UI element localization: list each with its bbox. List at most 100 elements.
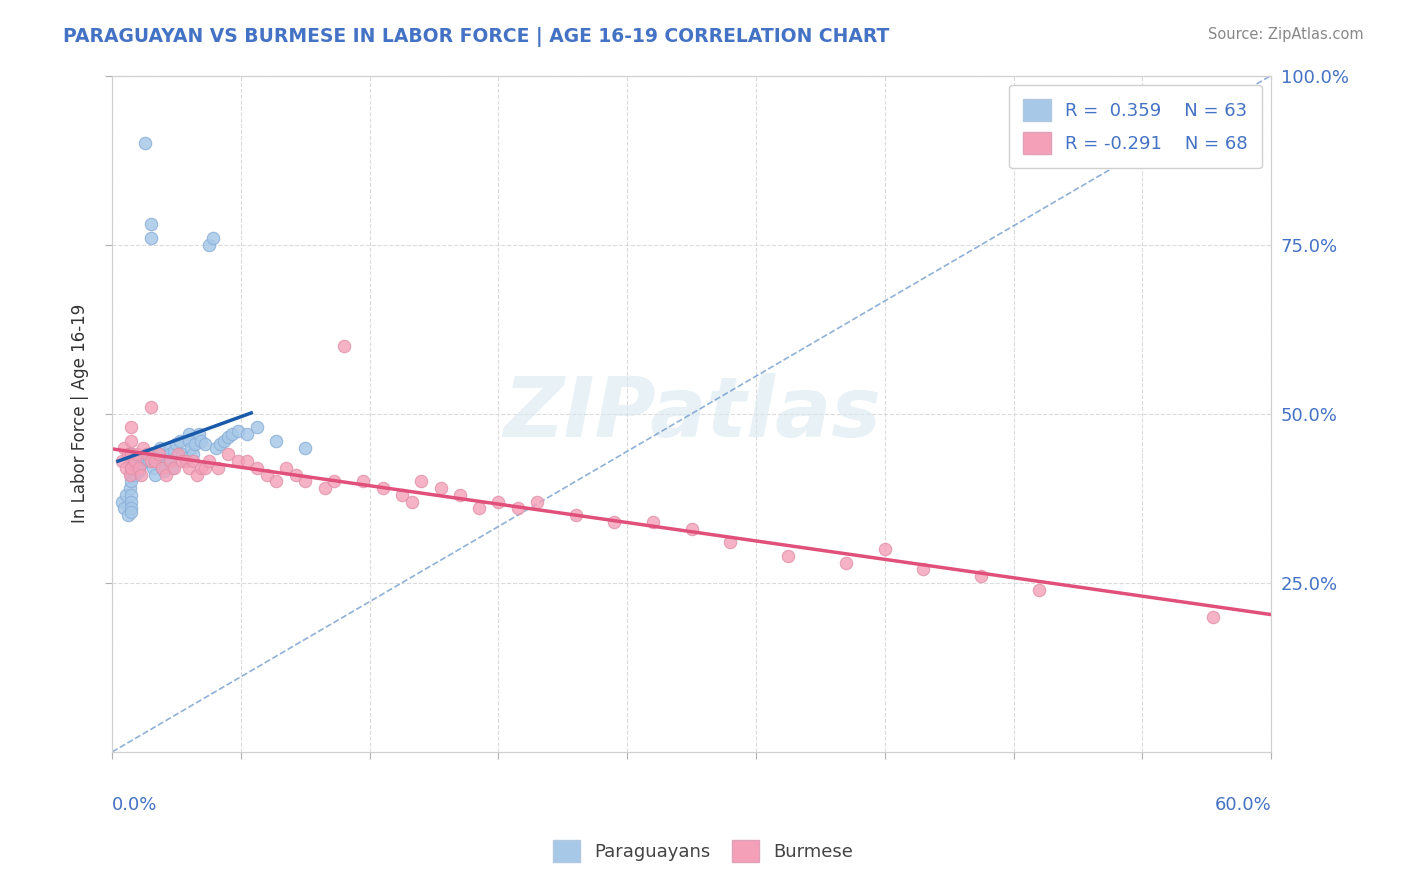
Point: [488, 494, 510, 508]
Point: [121, 434, 143, 448]
Point: [139, 454, 162, 468]
Point: [169, 434, 191, 448]
Point: [912, 562, 935, 576]
Point: [163, 444, 186, 458]
Point: [506, 501, 529, 516]
Point: [139, 447, 162, 461]
Point: [194, 460, 217, 475]
Point: [226, 454, 249, 468]
Point: [129, 467, 152, 482]
Point: [128, 464, 150, 478]
Point: [179, 427, 201, 442]
Point: [166, 447, 188, 461]
Point: [236, 427, 259, 442]
Point: [873, 541, 896, 556]
Point: [371, 481, 394, 495]
Point: [121, 501, 143, 516]
Point: [526, 494, 548, 508]
Legend: Paraguayans, Burmese: Paraguayans, Burmese: [546, 833, 860, 870]
Point: [209, 437, 232, 451]
Point: [314, 481, 336, 495]
Point: [641, 515, 664, 529]
Point: [139, 217, 162, 231]
Point: [226, 424, 249, 438]
Point: [333, 339, 356, 353]
Point: [217, 430, 239, 444]
Point: [111, 454, 134, 468]
Point: [186, 467, 208, 482]
Text: 0.0%: 0.0%: [112, 796, 157, 814]
Point: [236, 454, 259, 468]
Point: [212, 434, 235, 448]
Point: [197, 237, 219, 252]
Point: [266, 475, 288, 489]
Point: [128, 460, 150, 475]
Point: [155, 450, 177, 465]
Point: [121, 460, 143, 475]
Point: [139, 231, 162, 245]
Point: [150, 460, 173, 475]
Y-axis label: In Labor Force | Age 16-19: In Labor Force | Age 16-19: [72, 304, 89, 524]
Point: [778, 549, 800, 563]
Point: [118, 467, 141, 482]
Text: PARAGUAYAN VS BURMESE IN LABOR FORCE | AGE 16-19 CORRELATION CHART: PARAGUAYAN VS BURMESE IN LABOR FORCE | A…: [63, 27, 890, 46]
Point: [181, 447, 204, 461]
Point: [180, 441, 202, 455]
Point: [256, 467, 278, 482]
Point: [117, 508, 139, 523]
Point: [111, 494, 134, 508]
Point: [174, 450, 197, 465]
Point: [468, 501, 491, 516]
Point: [148, 447, 170, 461]
Point: [159, 441, 181, 455]
Point: [165, 437, 187, 451]
Point: [174, 454, 197, 468]
Point: [401, 494, 423, 508]
Point: [197, 454, 219, 468]
Point: [134, 136, 156, 150]
Point: [274, 460, 297, 475]
Point: [150, 460, 173, 475]
Point: [163, 460, 186, 475]
Point: [184, 437, 207, 451]
Point: [121, 494, 143, 508]
Text: ZIPatlas: ZIPatlas: [503, 373, 880, 454]
Point: [112, 441, 135, 455]
Point: [145, 454, 167, 468]
Point: [139, 400, 162, 414]
Point: [121, 420, 143, 434]
Point: [294, 475, 316, 489]
Point: [112, 501, 135, 516]
Text: 60.0%: 60.0%: [1215, 796, 1271, 814]
Point: [564, 508, 586, 523]
Point: [391, 488, 413, 502]
Point: [155, 467, 177, 482]
Point: [1202, 609, 1225, 624]
Point: [1028, 582, 1050, 597]
Point: [135, 447, 157, 461]
Point: [159, 454, 181, 468]
Point: [121, 454, 143, 468]
Point: [170, 447, 193, 461]
Point: [135, 447, 157, 461]
Point: [139, 454, 162, 468]
Point: [121, 447, 143, 461]
Point: [246, 420, 269, 434]
Point: [138, 454, 160, 468]
Point: [179, 434, 201, 448]
Point: [118, 481, 141, 495]
Point: [194, 437, 217, 451]
Point: [294, 441, 316, 455]
Point: [121, 505, 143, 519]
Point: [121, 475, 143, 489]
Point: [121, 467, 143, 482]
Point: [411, 475, 433, 489]
Point: [124, 467, 146, 482]
Point: [970, 569, 993, 583]
Point: [153, 464, 176, 478]
Point: [217, 447, 239, 461]
Point: [190, 460, 212, 475]
Point: [284, 467, 307, 482]
Point: [127, 447, 149, 461]
Point: [129, 458, 152, 472]
